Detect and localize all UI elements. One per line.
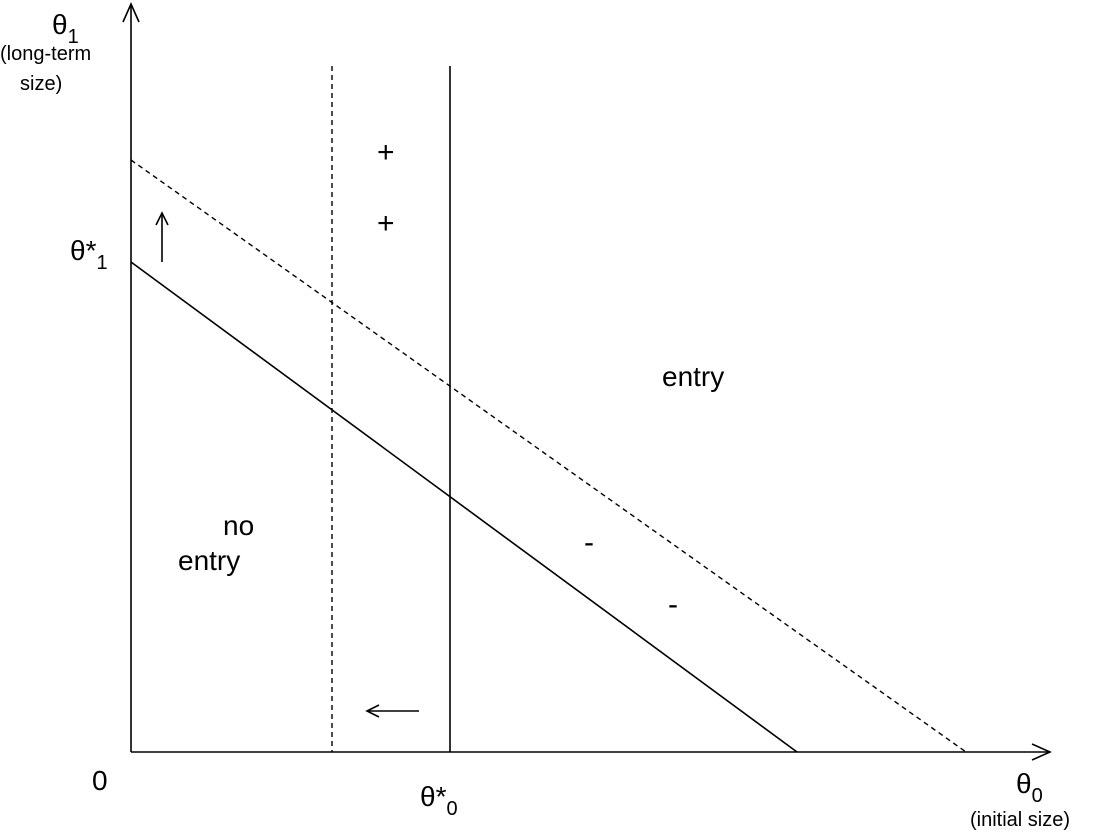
plus-sign: + — [377, 207, 395, 240]
no-entry-label-line2: entry — [178, 545, 240, 576]
origin-label: 0 — [92, 765, 108, 796]
minus-sign: - — [584, 526, 594, 559]
entry-boundary-shifted — [130, 159, 967, 753]
y-axis-caption-line2: size) — [20, 73, 62, 95]
y-axis-caption-line1: (long-term — [0, 43, 91, 65]
x-axis-caption: (initial size) — [970, 809, 1070, 831]
left-shift-arrow-icon — [365, 704, 380, 718]
up-shift-arrow-icon — [155, 211, 169, 226]
y-axis-symbol: θ1 — [52, 9, 79, 48]
y-axis-arrowhead — [122, 2, 140, 23]
no-entry-label-line1: no — [223, 510, 254, 541]
theta1-star-label: θ*1 — [70, 235, 108, 274]
x-axis-arrowhead — [1031, 743, 1052, 761]
plus-sign: + — [377, 136, 395, 169]
minus-sign: - — [668, 588, 678, 621]
entry-boundary-solid — [130, 261, 798, 753]
x-axis-symbol: θ0 — [1016, 768, 1043, 807]
entry-label: entry — [662, 361, 724, 392]
theta0-star-label: θ*0 — [420, 781, 458, 820]
